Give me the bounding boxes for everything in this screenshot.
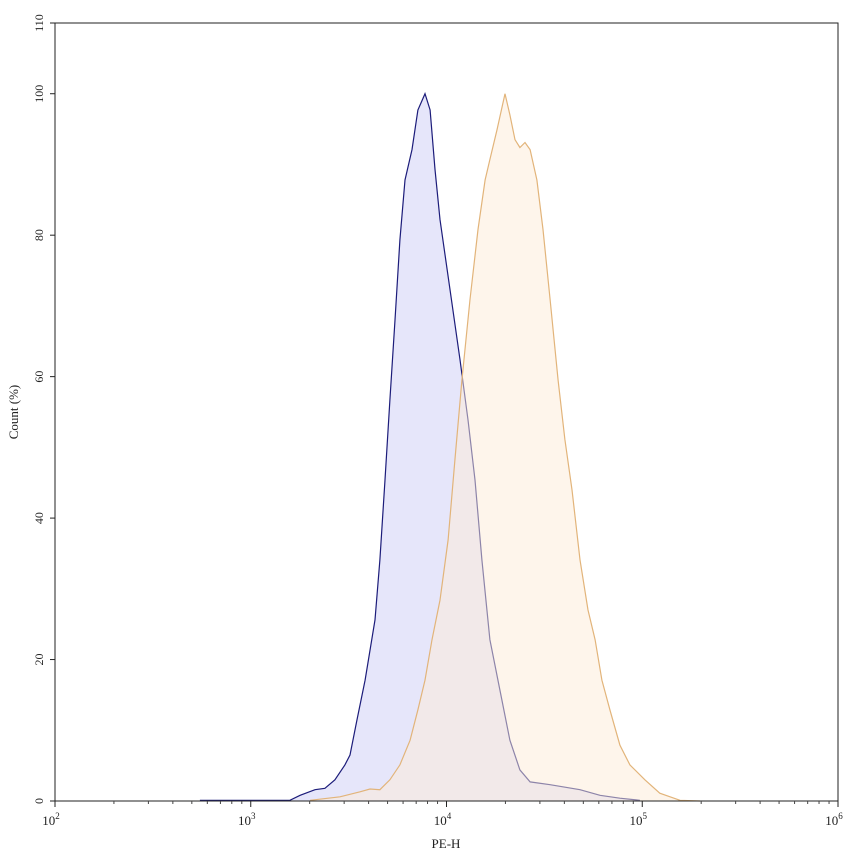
y-tick-label: 100 [32,85,46,103]
y-tick-label: 40 [32,512,46,524]
x-tick-label: 105 [630,811,648,828]
axes: 102 103 104 105 106 0 20 40 60 80 100 110 [32,14,843,828]
x-tick-label: 104 [434,811,452,828]
y-tick-label: 0 [32,798,46,804]
series-1-fill [310,93,700,801]
x-tick-label: 106 [825,811,843,828]
y-tick-label: 60 [32,371,46,383]
y-tick-label: 110 [32,14,46,32]
y-axis-label: Count (%) [6,385,21,440]
y-tick-label: 20 [32,654,46,666]
y-tick-label: 80 [32,229,46,241]
series-1-line [310,93,701,802]
series-0-fill [199,93,640,801]
x-tick-label: 102 [42,811,60,828]
x-tick-label: 103 [238,811,256,828]
series-layer [199,91,701,802]
x-axis-label: PE-H [432,836,461,851]
